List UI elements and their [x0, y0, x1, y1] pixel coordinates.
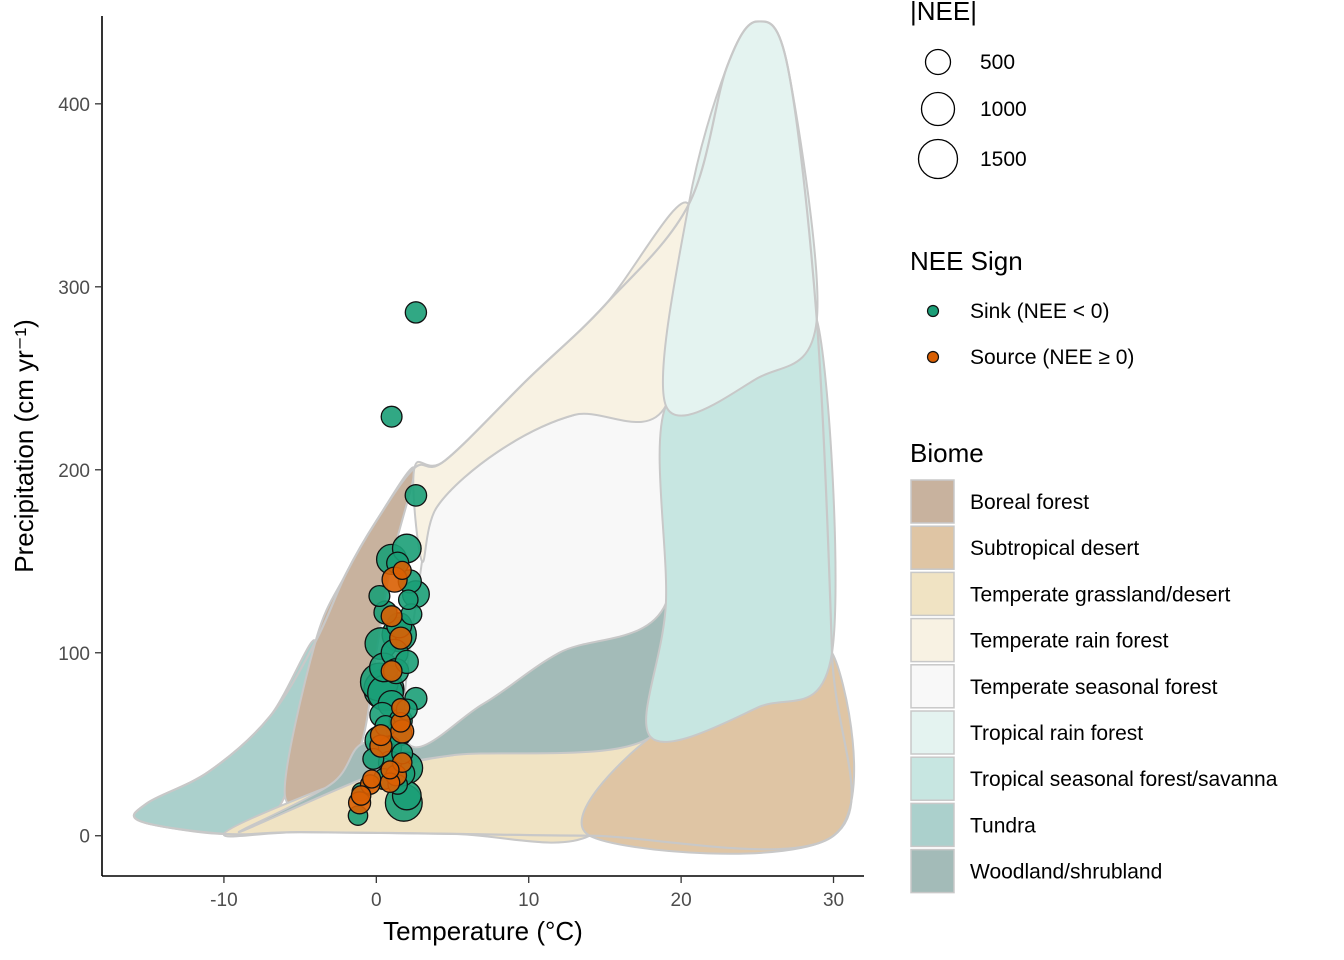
y-tick-label: 200 [58, 461, 90, 482]
biome-legend-label: Temperate seasonal forest [970, 676, 1218, 699]
sign-legend-label: Source (NEE ≥ 0) [970, 346, 1134, 369]
biome-legend-swatch [910, 617, 955, 663]
biome-legend-label: Tropical rain forest [970, 722, 1143, 745]
sign-legend-key [926, 304, 940, 318]
biome-outer-boundary [132, 20, 853, 851]
size-legend-label: 500 [980, 51, 1015, 74]
biome-legend-title: Biome [910, 438, 984, 468]
point-sink [397, 589, 419, 611]
biome-legend-swatch [910, 571, 955, 617]
point-sink [404, 484, 428, 507]
point-source [362, 769, 382, 789]
biome-legend-label: Temperate rain forest [970, 630, 1169, 653]
point-source [380, 605, 403, 628]
point-source [380, 660, 403, 683]
point-sink [380, 405, 403, 428]
y-axis-title: Precipitation (cm yr⁻¹) [9, 319, 39, 573]
size-legend-label: 1500 [980, 148, 1027, 171]
biome-legend-swatch [910, 525, 955, 570]
x-axis-title: Temperature (°C) [383, 916, 583, 946]
biome-legend-label: Woodland/shrubland [970, 861, 1162, 884]
size-legend-circle [920, 91, 956, 127]
legends: |NEE| 500 1000 1500 NEE Sign Sink (NEE < 0) So… [910, 0, 1278, 894]
y-tick-label: 300 [58, 278, 90, 299]
data-points [347, 301, 430, 826]
point-source [391, 698, 411, 718]
point-source [380, 760, 400, 780]
point-sink [368, 584, 391, 608]
sign-legend-label: Sink (NEE < 0) [970, 300, 1109, 323]
biome-legend-swatch [910, 802, 955, 848]
y-tick-label: 0 [79, 827, 90, 848]
y-tick-label: 400 [58, 95, 90, 116]
y-tick-label: 100 [58, 644, 90, 665]
x-tick-label: 10 [518, 890, 539, 911]
biome-legend-label: Tropical seasonal forest/savanna [970, 768, 1278, 791]
x-tick-label: -10 [210, 890, 237, 911]
point-source [389, 626, 413, 650]
size-legend-title: |NEE| [910, 0, 977, 26]
biome-legend-swatch [910, 479, 955, 524]
x-tick-label: 30 [823, 890, 844, 911]
biome-legend-label: Tundra [970, 814, 1036, 837]
x-tick-label: 20 [671, 890, 692, 911]
biome-region-tropical-rain-forest [661, 20, 819, 417]
sign-legend-title: NEE Sign [910, 246, 1023, 276]
x-tick-label: 0 [371, 890, 382, 911]
biome-legend-label: Temperate grassland/desert [970, 583, 1230, 606]
biome-regions [132, 20, 856, 855]
point-source [350, 785, 372, 806]
biome-legend-label: Boreal forest [970, 491, 1089, 514]
sign-legend-key [926, 350, 940, 364]
biome-legend-swatch [910, 664, 955, 709]
point-sink [404, 301, 428, 324]
point-source [392, 560, 412, 581]
size-legend-circle [924, 48, 952, 76]
size-legend-circle [917, 138, 959, 180]
biome-legend-label: Subtropical desert [970, 537, 1139, 560]
point-source [369, 724, 392, 747]
biome-legend-swatch [910, 848, 955, 894]
biome-legend-swatch [910, 756, 955, 801]
size-legend-label: 1000 [980, 98, 1027, 121]
biome-legend-swatch [910, 710, 955, 755]
